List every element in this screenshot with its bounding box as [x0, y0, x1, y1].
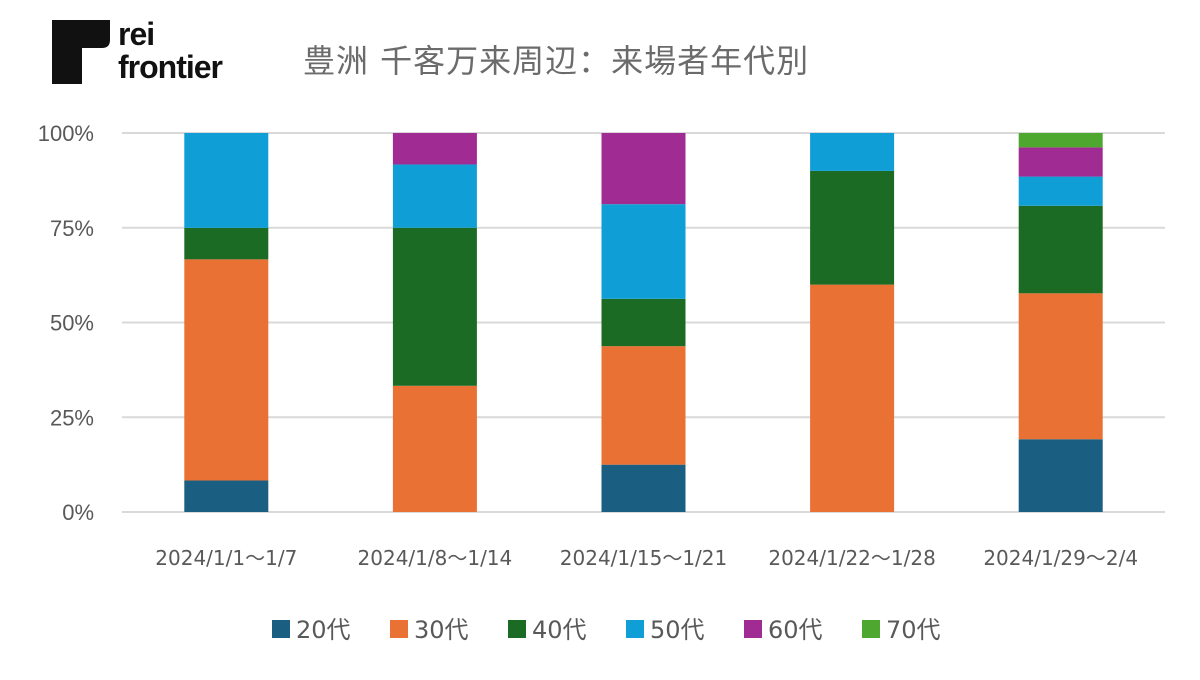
bar-segment-60代 [392, 133, 477, 165]
legend-swatch [390, 620, 408, 638]
bar-segment-50代 [392, 164, 477, 228]
legend-label: 70代 [886, 616, 941, 644]
legend-swatch [508, 620, 526, 638]
y-tick-label: 100% [38, 121, 94, 146]
bar-segment-50代 [1018, 176, 1103, 206]
legend-label: 60代 [768, 616, 823, 644]
y-tick-label: 25% [50, 405, 94, 430]
logo-mark-icon [52, 20, 110, 84]
legend-label: 50代 [650, 616, 705, 644]
x-category-label: 2024/1/1～1/7 [155, 546, 297, 570]
legend-swatch [744, 620, 762, 638]
bar-segment-20代 [1018, 439, 1103, 512]
bar-segment-40代 [1018, 205, 1103, 294]
bar-segment-30代 [601, 346, 686, 465]
logo-text-line1: rei [118, 16, 155, 52]
y-tick-label: 0% [62, 500, 94, 525]
legend-swatch [626, 620, 644, 638]
logo-text-line2: frontier [118, 49, 223, 85]
chart-title: 豊洲 千客万来周辺：来場者年代別 [303, 42, 810, 80]
x-category-label: 2024/1/15～1/21 [560, 546, 727, 570]
x-category-label: 2024/1/22～1/28 [768, 546, 935, 570]
bar-segment-50代 [810, 133, 895, 171]
bar-segment-40代 [184, 227, 269, 260]
bar-segment-40代 [810, 170, 895, 285]
x-category-label: 2024/1/29～2/4 [983, 546, 1138, 570]
bar-segment-50代 [184, 133, 269, 228]
bar-segment-50代 [601, 204, 686, 299]
bar-segment-30代 [392, 385, 477, 512]
y-tick-label: 75% [50, 216, 94, 241]
bar-segment-40代 [392, 227, 477, 386]
legend-swatch [272, 620, 290, 638]
bar-segment-40代 [601, 298, 686, 347]
legend-label: 20代 [296, 616, 351, 644]
bar-segment-30代 [1018, 293, 1103, 440]
bar-segment-30代 [184, 259, 269, 481]
bar-segment-30代 [810, 284, 895, 512]
y-tick-label: 50% [50, 311, 94, 336]
bar-segment-60代 [601, 133, 686, 205]
bar-segment-20代 [601, 464, 686, 512]
bar-segment-20代 [184, 480, 269, 512]
bar-segment-60代 [1018, 147, 1103, 177]
legend-swatch [862, 620, 880, 638]
x-category-label: 2024/1/8～1/14 [358, 546, 513, 570]
legend-label: 30代 [414, 616, 469, 644]
legend-label: 40代 [532, 616, 587, 644]
rei-frontier-logo: rei frontier [52, 18, 252, 88]
bar-segment-70代 [1018, 133, 1103, 148]
